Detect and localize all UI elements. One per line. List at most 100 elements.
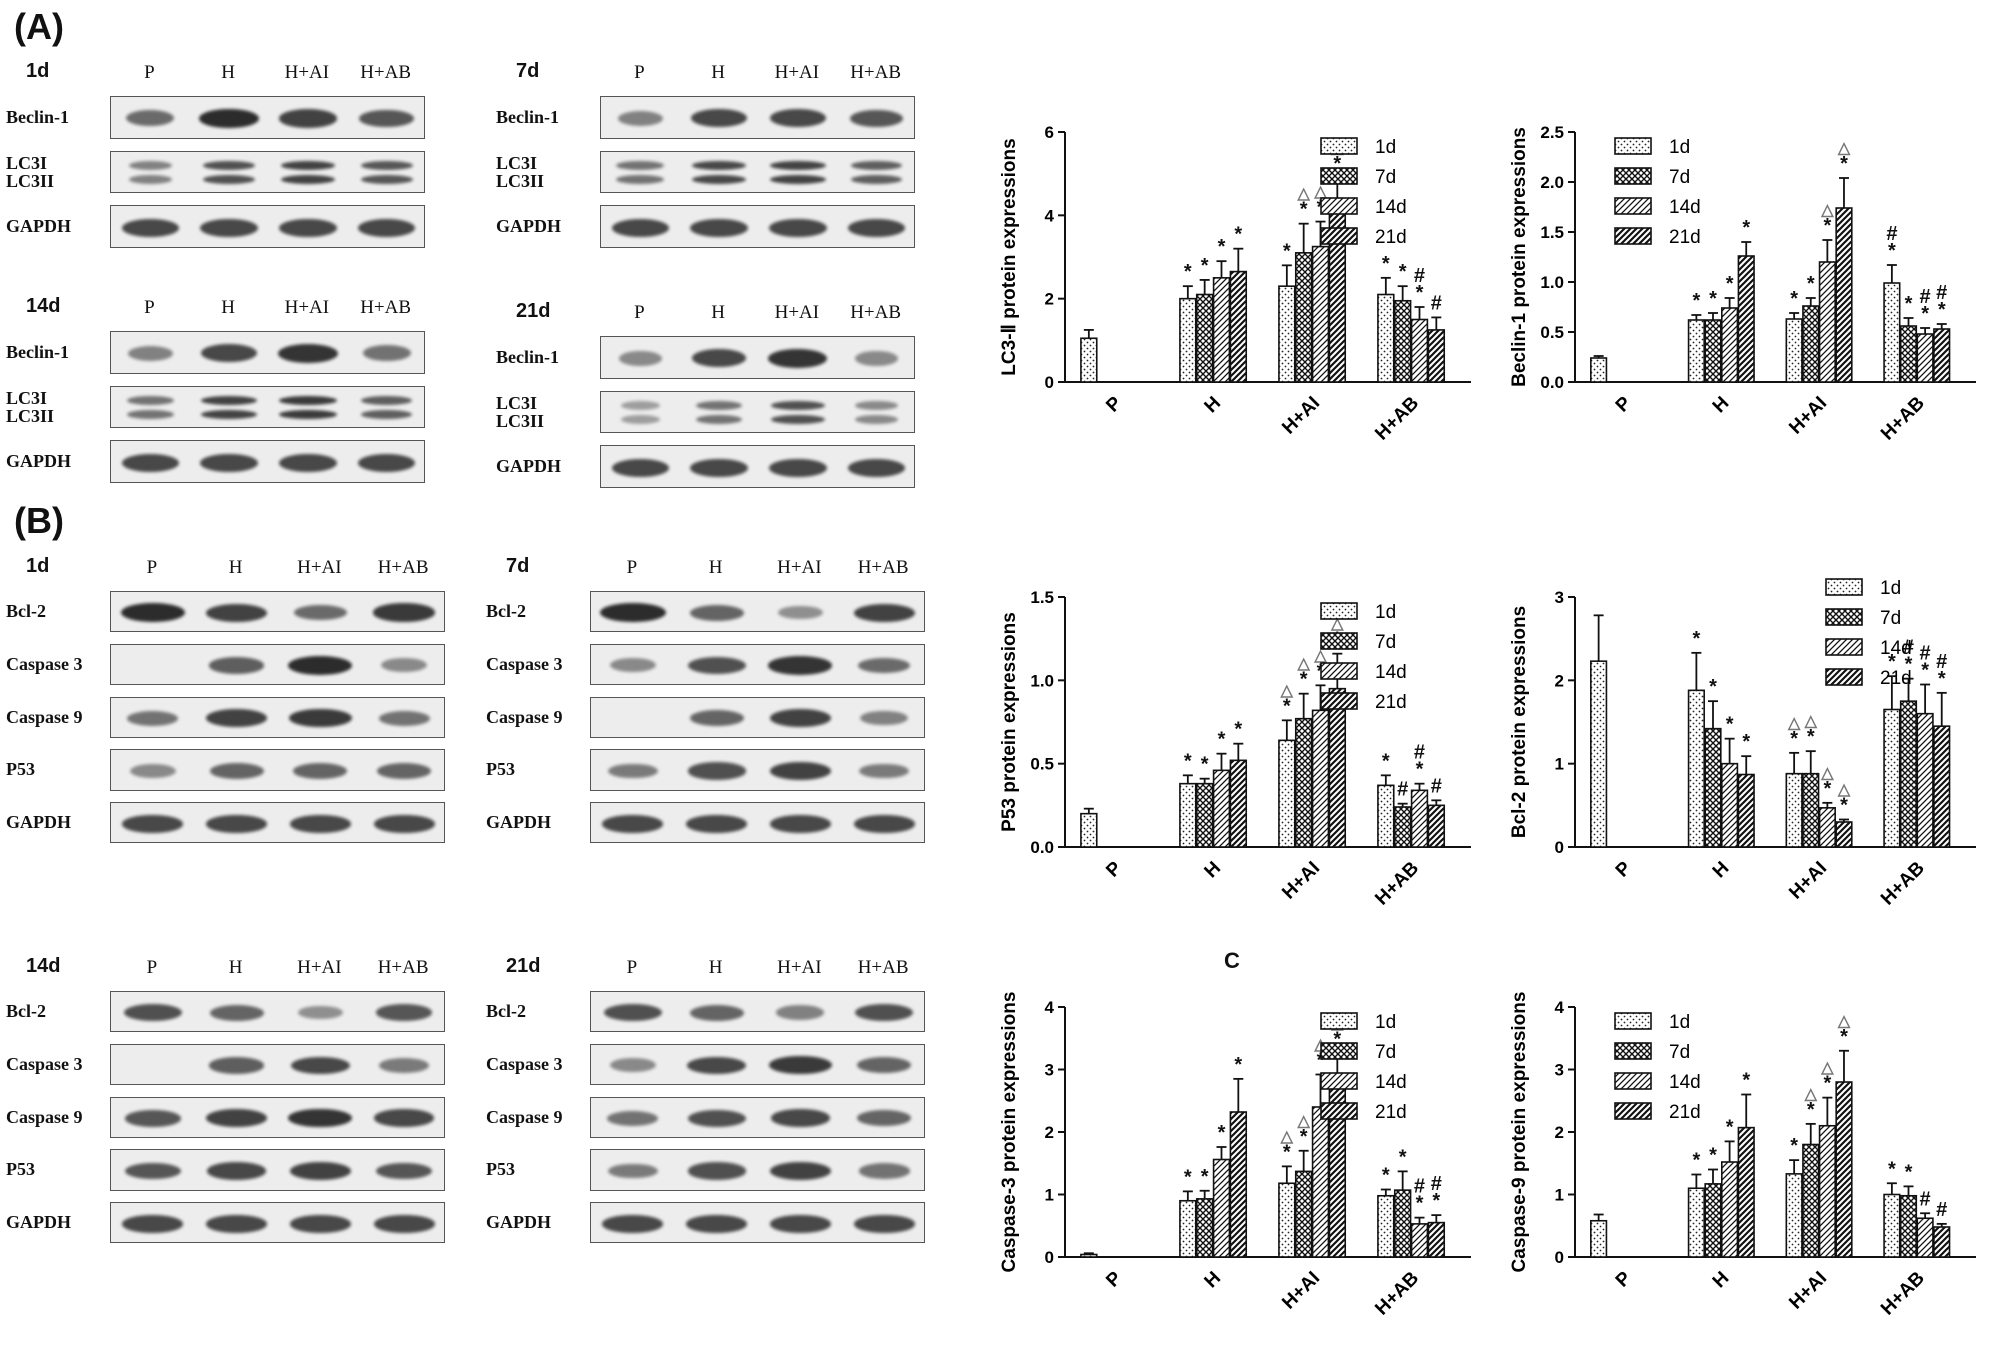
bar <box>1818 261 1836 383</box>
lane-label: H+AI <box>284 62 330 83</box>
panel-label-a: (A) <box>14 6 64 47</box>
bar <box>1704 727 1722 848</box>
significance-mark: * <box>1692 1150 1700 1172</box>
significance-mark: * <box>1742 1070 1750 1092</box>
blot-row-label: Caspase 9 <box>6 1106 83 1127</box>
significance-mark: # <box>1936 282 1947 304</box>
blot-row-label: Caspase 9 <box>486 1106 563 1127</box>
category-label: H+AI <box>1785 858 1831 904</box>
significance-mark: # <box>1397 779 1408 801</box>
significance-mark: △ <box>1820 765 1834 782</box>
protein-band <box>689 1004 744 1021</box>
significance-mark: * <box>1692 628 1700 650</box>
protein-band <box>289 709 352 728</box>
y-tick-label: 2 <box>1555 671 1564 690</box>
blot-strip <box>590 749 925 791</box>
legend-swatch <box>1614 1012 1652 1030</box>
western-blot-b-1d: 1d P H H+AI H+AB Bcl-2 Caspase 3 Caspase 9 P53 GA… <box>0 555 460 855</box>
bar <box>1802 772 1820 848</box>
bar <box>1080 812 1098 848</box>
blot-timepoint: 14d <box>26 955 61 977</box>
protein-band <box>851 160 902 170</box>
legend-label: 7d <box>1375 167 1396 188</box>
lane-label: H <box>228 557 243 578</box>
protein-band <box>855 1004 914 1022</box>
lane-label: H <box>708 957 723 978</box>
category-label: P <box>1612 1267 1636 1291</box>
bar <box>1311 709 1330 848</box>
protein-band <box>686 1056 747 1075</box>
bar <box>1278 1182 1296 1258</box>
bar <box>1916 333 1934 383</box>
significance-mark: * <box>1333 153 1341 175</box>
significance-mark: * <box>1218 236 1226 258</box>
protein-band <box>199 108 260 129</box>
y-tick-label: 3 <box>1555 1061 1564 1080</box>
category-label: H+AB <box>1371 1268 1423 1320</box>
protein-band <box>859 763 909 779</box>
y-axis-label: P53 protein expressions <box>999 612 1020 832</box>
protein-band <box>277 343 338 363</box>
lane-label: H+AB <box>360 297 412 318</box>
lane-label: H <box>221 297 235 318</box>
protein-band <box>375 1004 433 1021</box>
category-label: H <box>1709 1268 1734 1293</box>
legend-swatch <box>1320 692 1358 710</box>
chart-svg: 0 1 2 3 4 Caspase-3 protein expressions P * * * * H… <box>999 992 1471 1320</box>
protein-band <box>609 658 657 673</box>
legend-label: 7d <box>1375 632 1396 653</box>
significance-mark: # <box>1936 651 1947 673</box>
bar <box>1427 329 1446 383</box>
panel-label-c: C <box>1224 948 1240 973</box>
caspase-9-bar-chart: 0 1 2 3 4 Caspase-9 protein expressions P * * * * H… <box>1485 985 1990 1365</box>
blot-strip <box>110 696 445 738</box>
protein-band <box>360 175 413 185</box>
protein-band <box>687 762 746 780</box>
significance-mark: * <box>1938 668 1946 690</box>
bar <box>1802 305 1820 383</box>
y-tick-label: 3 <box>1045 1061 1054 1080</box>
significance-mark: △ <box>1804 1086 1818 1103</box>
bar <box>1410 789 1429 848</box>
protein-band <box>695 400 743 410</box>
lane-label: H+AB <box>857 957 909 978</box>
significance-mark: * <box>1201 754 1209 776</box>
blot-row-label: Beclin-1 <box>496 107 559 127</box>
lane-label: H+AI <box>774 62 820 83</box>
protein-band <box>609 1058 657 1073</box>
blot-strip <box>110 1149 445 1191</box>
significance-mark: △ <box>1313 184 1327 201</box>
bar <box>1377 1194 1395 1258</box>
legend-label: 1d <box>1669 137 1690 158</box>
protein-band <box>690 458 748 477</box>
protein-band <box>203 175 256 185</box>
protein-band <box>279 395 337 405</box>
bar <box>1229 1111 1248 1258</box>
significance-mark: * <box>1283 1141 1291 1163</box>
protein-band <box>691 160 747 170</box>
y-tick-label: 0.0 <box>1540 373 1564 392</box>
protein-band <box>289 815 351 833</box>
protein-band <box>280 175 336 185</box>
blot-timepoint: 7d <box>506 555 530 577</box>
blot-row-label: P53 <box>6 1159 35 1180</box>
y-tick-label: 1.5 <box>1030 588 1054 607</box>
bar <box>1195 1198 1214 1258</box>
blot-strip <box>590 1202 925 1244</box>
blot-row-label: GAPDH <box>6 216 71 237</box>
significance-mark: * <box>1399 1146 1407 1168</box>
protein-band <box>379 1057 429 1073</box>
protein-band <box>687 1109 746 1127</box>
y-tick-label: 2 <box>1045 1123 1054 1142</box>
protein-band <box>769 175 826 185</box>
significance-mark: * <box>1709 1145 1717 1167</box>
significance-mark: * <box>1840 795 1848 817</box>
protein-band <box>201 395 258 405</box>
category-label: H+AB <box>1371 393 1423 445</box>
caspase-3-bar-chart: 0 1 2 3 4 Caspase-3 protein expressions P * * * * H… <box>975 985 1485 1365</box>
y-axis-label: Caspase-3 protein expressions <box>999 992 1020 1273</box>
lane-label: H <box>711 302 725 323</box>
y-tick-label: 2.0 <box>1540 173 1564 192</box>
significance-mark: * <box>1938 299 1946 321</box>
protein-band <box>122 1215 184 1233</box>
